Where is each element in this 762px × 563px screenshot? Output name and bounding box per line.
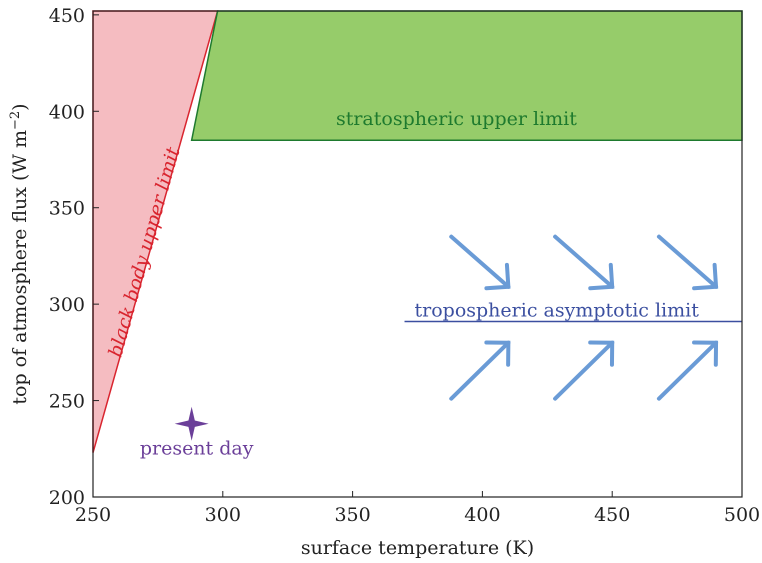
chart-regions	[92, 10, 743, 453]
x-tick-label: 400	[464, 504, 500, 526]
y-axis-label-close: )	[9, 103, 31, 110]
arrow	[449, 340, 511, 401]
x-tick-label: 250	[75, 504, 111, 526]
arrow	[656, 234, 719, 291]
arrow-shaft	[656, 340, 719, 401]
arrow	[553, 340, 615, 401]
x-tick-label: 500	[724, 504, 760, 526]
arrow-shaft	[553, 340, 615, 401]
arrow-shaft	[449, 234, 511, 289]
arrow-shaft	[553, 234, 615, 289]
present-day-label: present day	[140, 438, 254, 460]
arrow	[553, 234, 615, 291]
x-tick-label: 350	[334, 504, 370, 526]
y-tick-label: 400	[49, 101, 85, 123]
arrow-head	[692, 262, 719, 291]
y-axis-label-superscript: −2	[8, 111, 23, 130]
present-day-star-marker	[174, 406, 209, 441]
arrow-head	[484, 262, 511, 291]
y-axis-label-main: top of atmosphere flux (W m	[9, 130, 31, 405]
x-axis-label: surface temperature (K)	[301, 537, 534, 559]
arrow	[449, 234, 511, 291]
y-tick-label: 350	[49, 198, 85, 220]
arrow-shaft	[656, 234, 719, 289]
arrow-shaft	[449, 340, 511, 401]
chart-arrows	[449, 234, 719, 401]
tropospheric-asymptotic-limit-label: tropospheric asymptotic limit	[415, 300, 700, 322]
y-tick-label: 250	[49, 391, 85, 413]
y-axis-label: top of atmosphere flux (W m−2)	[8, 103, 31, 404]
stratospheric-upper-limit-label: stratospheric upper limit	[336, 108, 577, 130]
x-tick-label: 300	[205, 504, 241, 526]
y-tick-label: 200	[49, 487, 85, 509]
y-axis-ticks: 200 250 300 350 400 450	[49, 5, 99, 509]
arrow-head	[588, 340, 615, 367]
x-axis-ticks: 250 300 350 400 450 500	[75, 491, 760, 526]
chart-points	[174, 406, 209, 441]
y-tick-label: 450	[49, 5, 85, 27]
arrow-head	[588, 262, 615, 291]
arrow-head	[484, 340, 511, 367]
arrow	[656, 340, 719, 401]
plot-frame	[92, 10, 743, 498]
x-tick-label: 450	[594, 504, 630, 526]
y-tick-label: 300	[49, 294, 85, 316]
arrow-head	[692, 340, 719, 367]
